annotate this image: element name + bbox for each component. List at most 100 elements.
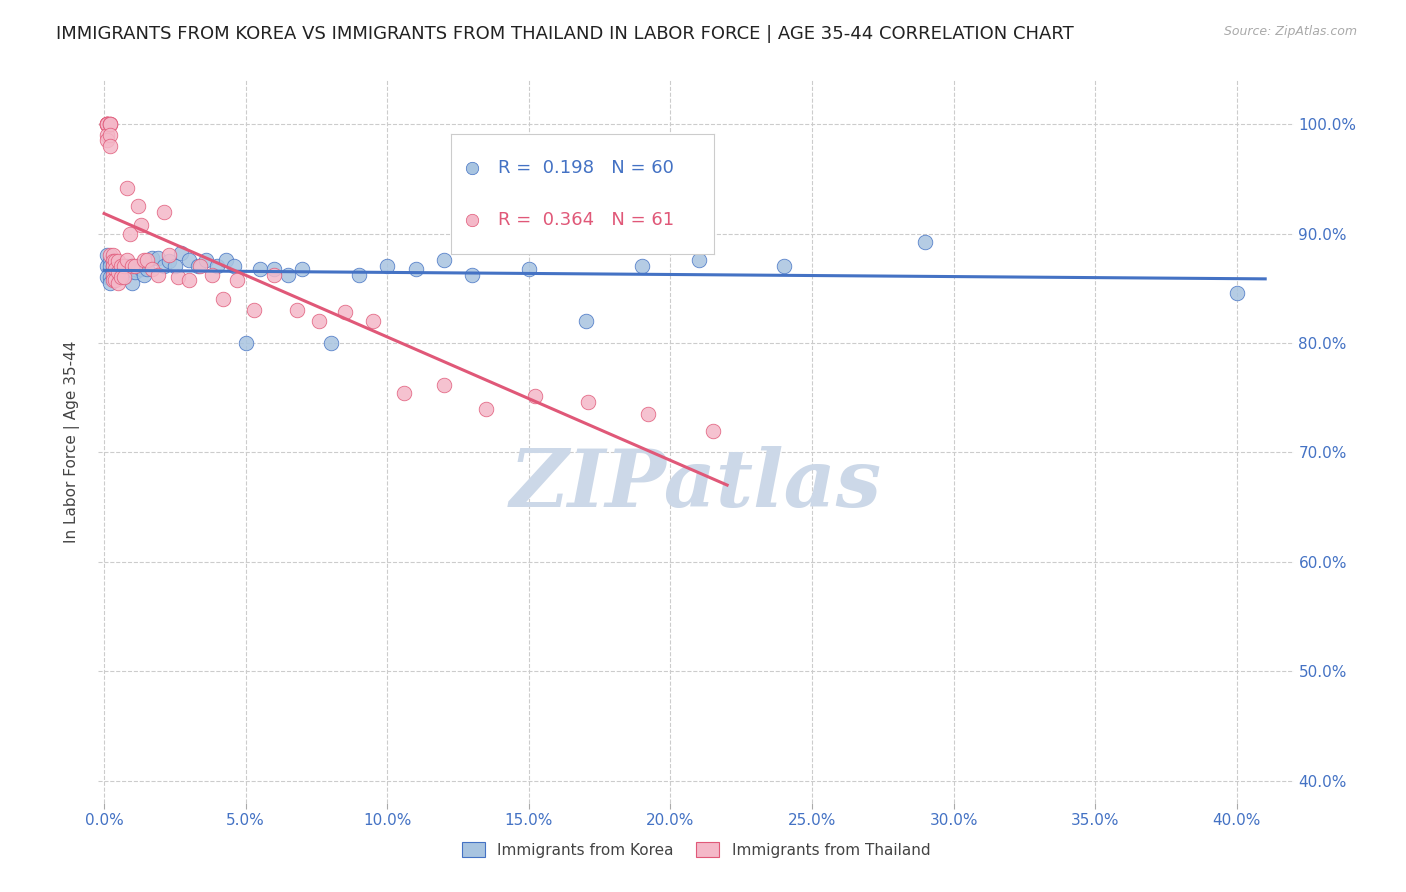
Y-axis label: In Labor Force | Age 35-44: In Labor Force | Age 35-44 <box>63 341 80 542</box>
Point <box>146 268 169 282</box>
Point <box>101 260 124 274</box>
Point <box>101 272 124 286</box>
Point <box>121 260 143 274</box>
Point <box>146 251 169 265</box>
Point <box>98 270 121 285</box>
Point <box>127 199 149 213</box>
Point <box>308 314 330 328</box>
Point <box>461 268 484 282</box>
Point <box>107 265 129 279</box>
Point <box>135 261 157 276</box>
Point <box>98 117 121 131</box>
Point <box>201 268 224 282</box>
Point <box>115 252 138 267</box>
Point <box>291 261 314 276</box>
Text: IMMIGRANTS FROM KOREA VS IMMIGRANTS FROM THAILAND IN LABOR FORCE | AGE 35-44 COR: IMMIGRANTS FROM KOREA VS IMMIGRANTS FROM… <box>56 25 1074 43</box>
Point <box>132 252 155 267</box>
Point <box>433 377 456 392</box>
Point <box>207 260 229 274</box>
Point <box>121 276 143 290</box>
Point <box>96 248 118 262</box>
Point <box>96 117 118 131</box>
Point <box>110 260 132 274</box>
Point <box>702 424 724 438</box>
Point <box>772 260 794 274</box>
Point <box>104 272 127 286</box>
Point <box>914 235 936 250</box>
Point <box>177 252 200 267</box>
Point <box>115 260 138 274</box>
Point <box>186 260 208 274</box>
Point <box>157 253 180 268</box>
Point <box>98 276 121 290</box>
Point <box>104 265 127 279</box>
Point <box>96 260 118 274</box>
Point <box>166 270 188 285</box>
Point <box>319 336 342 351</box>
Point <box>277 268 299 282</box>
Point <box>118 265 141 279</box>
Point <box>96 270 118 285</box>
Point <box>98 139 121 153</box>
Point <box>112 270 135 285</box>
Point <box>224 260 246 274</box>
Point <box>101 260 124 274</box>
Point <box>104 260 127 274</box>
Point <box>96 117 118 131</box>
Point <box>190 260 212 274</box>
Legend: Immigrants from Korea, Immigrants from Thailand: Immigrants from Korea, Immigrants from T… <box>456 836 936 863</box>
Point <box>101 270 124 285</box>
Point <box>107 276 129 290</box>
Point <box>212 292 235 306</box>
Point <box>574 314 596 328</box>
Point <box>112 260 135 274</box>
Point <box>263 261 285 276</box>
Point <box>96 117 118 131</box>
Point <box>226 272 249 286</box>
Point <box>115 180 138 194</box>
Point <box>347 268 370 282</box>
Point <box>98 253 121 268</box>
Point <box>195 252 218 267</box>
Point <box>263 268 285 282</box>
Point <box>631 260 654 274</box>
Point <box>98 248 121 262</box>
Point <box>101 253 124 268</box>
Text: Source: ZipAtlas.com: Source: ZipAtlas.com <box>1223 25 1357 38</box>
Point <box>110 270 132 285</box>
Point <box>243 303 266 318</box>
Point <box>101 268 124 282</box>
Point <box>333 305 356 319</box>
Point <box>152 204 174 219</box>
Point <box>433 252 456 267</box>
Point <box>405 261 427 276</box>
Point <box>688 252 710 267</box>
Point <box>523 388 546 402</box>
Point <box>104 253 127 268</box>
Point <box>101 265 124 279</box>
Point <box>249 261 271 276</box>
Point <box>124 260 146 274</box>
Point <box>129 261 152 276</box>
Point <box>107 253 129 268</box>
Point <box>96 117 118 131</box>
Point <box>112 260 135 274</box>
Point <box>169 246 191 260</box>
Point <box>98 260 121 274</box>
Point <box>98 117 121 131</box>
Point <box>576 395 599 409</box>
Point <box>121 260 143 274</box>
Point <box>517 261 540 276</box>
Point <box>152 260 174 274</box>
Point <box>375 260 398 274</box>
Point <box>285 303 308 318</box>
Point <box>235 336 257 351</box>
Point <box>107 260 129 274</box>
Point <box>215 252 238 267</box>
Point <box>110 265 132 279</box>
Point <box>98 128 121 142</box>
Point <box>132 268 155 282</box>
Point <box>127 260 149 274</box>
Point <box>394 386 416 401</box>
Point <box>124 265 146 279</box>
